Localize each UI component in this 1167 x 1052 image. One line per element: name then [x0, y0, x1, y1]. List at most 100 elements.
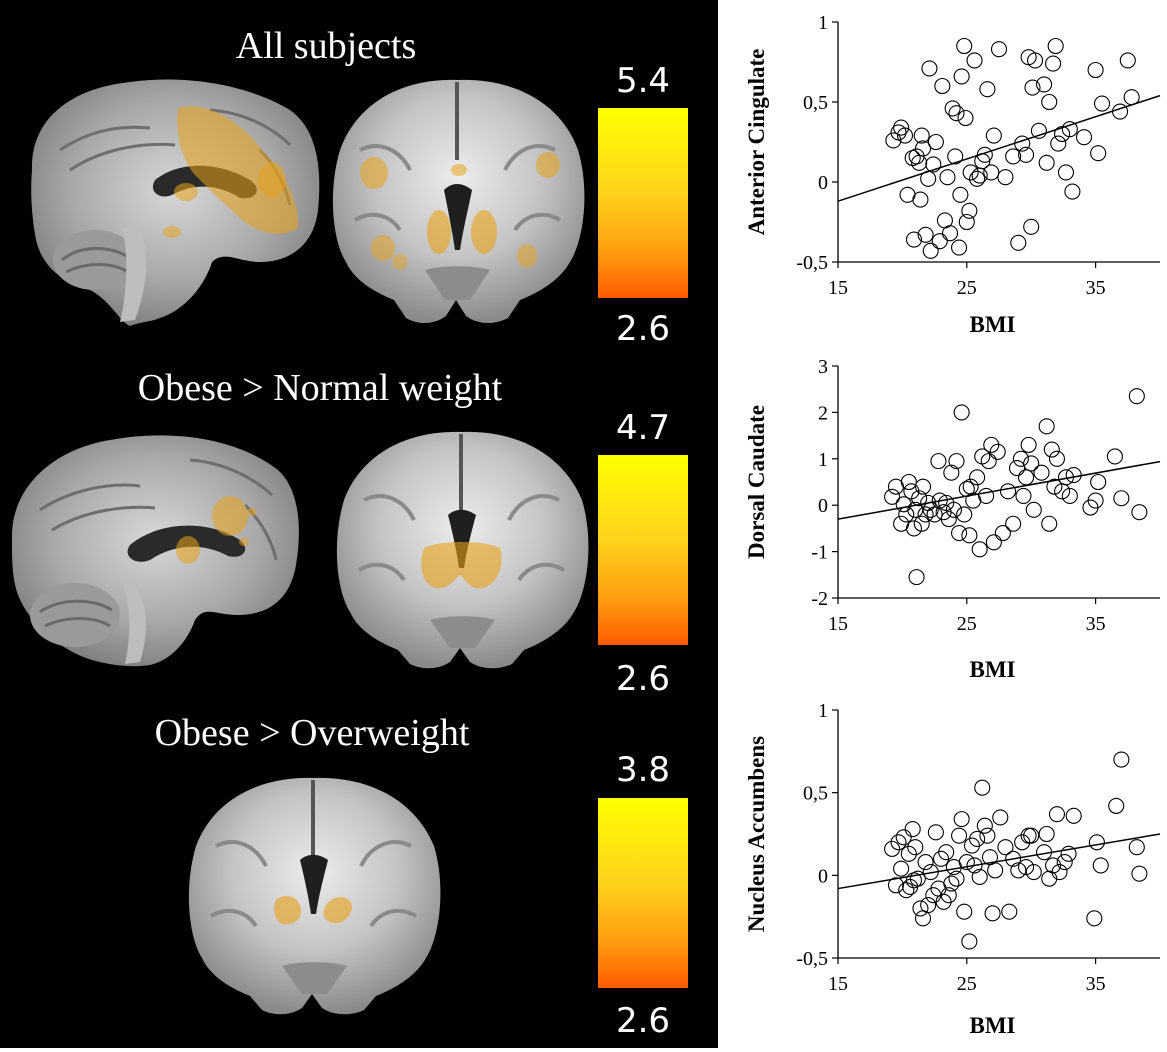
plot-1-data-point: [951, 524, 968, 542]
plot-1-data-point: [1113, 490, 1130, 507]
plot-1-xtick-label: 25: [957, 613, 977, 635]
plot-1-data-point: [931, 492, 948, 509]
plot-0-data-point: [934, 77, 951, 95]
plot-2-data-point: [904, 820, 921, 838]
plot-2-data-point: [984, 905, 1001, 922]
plot-1-data-point: [948, 453, 965, 470]
plot-1-ytick-label: 0: [818, 495, 828, 517]
plot-1-data-point: [945, 501, 962, 518]
colorbar-2-min: 2.6: [616, 659, 670, 699]
plot-0-data-point: [1027, 52, 1044, 69]
plot-0-data-point: [1017, 146, 1035, 163]
plot-0-data-point: [912, 191, 929, 208]
plot-2-data-point: [1010, 862, 1027, 879]
plot-2-data-point: [956, 903, 973, 920]
plot-0-data-point: [1045, 55, 1062, 72]
plot-0-data-point: [942, 225, 959, 242]
plot-2-data-point: [1060, 845, 1077, 862]
plot-2-data-point: [948, 870, 965, 887]
plot-1-data-point: [999, 483, 1017, 500]
plot-0-data-point: [885, 132, 902, 149]
plot-0-data-point: [1010, 234, 1027, 251]
plot-1-data-point: [1061, 487, 1078, 504]
plot-2-data-point: [884, 840, 901, 857]
plot-2-data-point: [900, 845, 917, 862]
plot-0-data-point: [1038, 154, 1055, 171]
plot-0-data-point: [1064, 183, 1081, 200]
plot-2-data-point: [909, 870, 926, 887]
plot-0-data-point: [1047, 37, 1064, 55]
plot-1-data-point: [969, 469, 986, 486]
plot-2-data-point: [1056, 854, 1073, 871]
plot-0-data-point: [1057, 164, 1075, 181]
panel-title-obese-overweight: Obese > Overweight: [155, 712, 470, 754]
plot-1-fit-line: [837, 460, 1161, 520]
colorbar-3-max: 3.8: [616, 750, 670, 790]
colorbar-2: [598, 455, 688, 645]
plot-1-data-point: [994, 524, 1011, 542]
plot-2-data-point: [1045, 857, 1062, 874]
panel-title-all-subjects: All subjects: [236, 25, 416, 67]
plot-1-data-point: [930, 453, 947, 470]
panel-title-obese-normal: Obese > Normal weight: [138, 367, 503, 409]
plot-2-data-point: [1014, 834, 1031, 851]
plot-1-data-point: [962, 478, 979, 495]
plot-2-data-point: [907, 839, 924, 856]
scatter-plot-dorsal-caudate: Dorsal Caudate BMI -2 -1 0 1 2 3 15 25 35: [744, 356, 1161, 682]
plot-0-xlabel: BMI: [970, 312, 1016, 337]
plot-1-data-point: [985, 534, 1002, 551]
plot-2-data-point: [927, 824, 944, 841]
plot-2-data-point: [951, 827, 968, 844]
plot-0-data-point: [985, 127, 1002, 144]
plot-2-data-point: [917, 854, 934, 871]
plot-1-data-point: [1106, 448, 1123, 465]
plot-2-data-point: [938, 844, 955, 861]
plot-0-data-point: [1024, 79, 1041, 96]
plot-2-data-point: [1131, 865, 1148, 882]
plot-0-ytick-label: 1: [818, 12, 828, 34]
plot-2-data-point: [1038, 825, 1055, 843]
plot-0-data-point: [922, 242, 939, 259]
plot-2-data-point: [893, 860, 910, 877]
colorbar-1: [598, 108, 688, 298]
plot-0-data-point: [990, 41, 1008, 58]
plot-2-data-point: [979, 827, 996, 844]
plot-0-data-point: [1005, 148, 1022, 165]
plot-0-data-point: [1054, 125, 1071, 143]
plot-0-data-point: [966, 52, 983, 69]
plot-0-data-point: [958, 213, 975, 231]
plot-1-data-point: [913, 515, 930, 532]
plot-0-data-point: [1093, 95, 1111, 112]
plot-2-data-point: [966, 857, 983, 874]
plot-0-data-point: [1087, 61, 1104, 79]
plot-2-xtick-label: 25: [957, 973, 977, 995]
plot-0-xtick-label: 15: [828, 277, 848, 299]
plot-1-data-point: [1025, 501, 1042, 518]
plot-2-data-point: [969, 830, 986, 848]
plot-2-data-point: [912, 900, 929, 917]
plot-0-data-point: [969, 170, 986, 187]
plot-0-data-point: [961, 202, 978, 219]
plot-2-data-point: [1001, 903, 1018, 920]
plot-0-data-point: [997, 169, 1014, 186]
plot-1-data-point: [914, 478, 932, 495]
plot-0-data-point: [951, 239, 968, 256]
plot-1-data-point: [989, 443, 1006, 460]
plot-2-data-point: [987, 862, 1004, 879]
plot-2-data-point: [943, 875, 960, 892]
plot-0-xtick-label: 25: [957, 277, 977, 299]
plot-1-data-point: [895, 496, 912, 513]
plot-1-data-point: [980, 453, 997, 470]
plot-0-data-point: [1030, 122, 1047, 139]
plot-1-data-point: [1046, 478, 1063, 495]
plot-2-data-point: [1113, 751, 1130, 768]
plot-0-data-point: [1075, 129, 1093, 146]
plot-1-data-point: [956, 506, 973, 523]
plot-0-data-point: [917, 226, 934, 243]
plot-0-data-point: [893, 119, 910, 136]
scatter-plot-nucleus-accumbens: Nucleus Accumbens BMI -0,5 0 0,5 1 15 25 35: [744, 700, 1161, 1038]
plot-1-data-point: [884, 488, 901, 505]
plot-0-xtick-label: 35: [1086, 277, 1106, 299]
plot-2-data-point: [1041, 870, 1058, 887]
plot-2-xtick-label: 15: [828, 973, 848, 995]
